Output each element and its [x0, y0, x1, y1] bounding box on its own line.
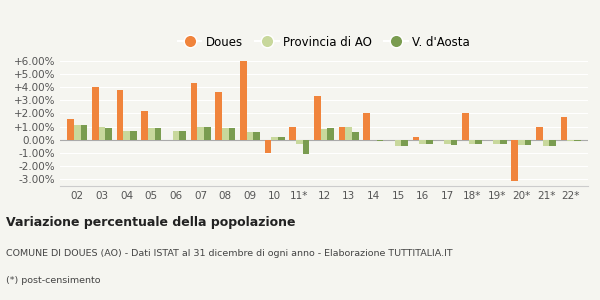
Bar	[328, 128, 334, 140]
Bar	[525, 140, 532, 145]
Text: Variazione percentuale della popolazione: Variazione percentuale della popolazione	[6, 216, 296, 229]
Bar	[130, 130, 137, 140]
Bar	[462, 113, 469, 140]
Bar	[469, 140, 475, 144]
Bar	[511, 140, 518, 181]
Bar	[247, 132, 253, 140]
Bar	[204, 127, 211, 140]
Bar	[155, 128, 161, 140]
Bar	[105, 128, 112, 140]
Bar	[253, 132, 260, 140]
Bar	[265, 140, 271, 153]
Bar	[148, 128, 155, 140]
Bar	[222, 128, 229, 140]
Bar	[561, 117, 568, 140]
Text: (*) post-censimento: (*) post-censimento	[6, 276, 101, 285]
Bar	[426, 140, 433, 144]
Bar	[475, 140, 482, 144]
Bar	[197, 127, 204, 140]
Bar	[395, 140, 401, 146]
Bar	[289, 127, 296, 140]
Bar	[141, 111, 148, 140]
Bar	[173, 130, 179, 140]
Bar	[179, 130, 186, 140]
Text: COMUNE DI DOUES (AO) - Dati ISTAT al 31 dicembre di ogni anno - Elaborazione TUT: COMUNE DI DOUES (AO) - Dati ISTAT al 31 …	[6, 249, 452, 258]
Bar	[346, 127, 352, 140]
Bar	[320, 129, 328, 140]
Legend: Doues, Provincia di AO, V. d'Aosta: Doues, Provincia di AO, V. d'Aosta	[173, 31, 475, 53]
Bar	[296, 140, 302, 144]
Bar	[401, 140, 408, 146]
Bar	[229, 128, 235, 140]
Bar	[67, 119, 74, 140]
Bar	[92, 87, 98, 140]
Bar	[215, 92, 222, 140]
Bar	[98, 127, 105, 140]
Bar	[574, 140, 581, 141]
Bar	[314, 96, 320, 140]
Bar	[123, 130, 130, 140]
Bar	[493, 140, 500, 144]
Bar	[240, 61, 247, 140]
Bar	[74, 125, 80, 140]
Bar	[500, 140, 507, 144]
Bar	[419, 140, 426, 144]
Bar	[377, 140, 383, 141]
Bar	[451, 140, 457, 145]
Bar	[278, 137, 284, 140]
Bar	[413, 137, 419, 140]
Bar	[518, 140, 525, 145]
Bar	[550, 140, 556, 146]
Bar	[444, 140, 451, 144]
Bar	[352, 132, 359, 140]
Bar	[271, 137, 278, 140]
Bar	[364, 113, 370, 140]
Bar	[338, 127, 346, 140]
Bar	[302, 140, 310, 154]
Bar	[536, 127, 543, 140]
Bar	[80, 125, 87, 140]
Bar	[191, 83, 197, 140]
Bar	[543, 140, 550, 146]
Bar	[568, 140, 574, 141]
Bar	[116, 90, 123, 140]
